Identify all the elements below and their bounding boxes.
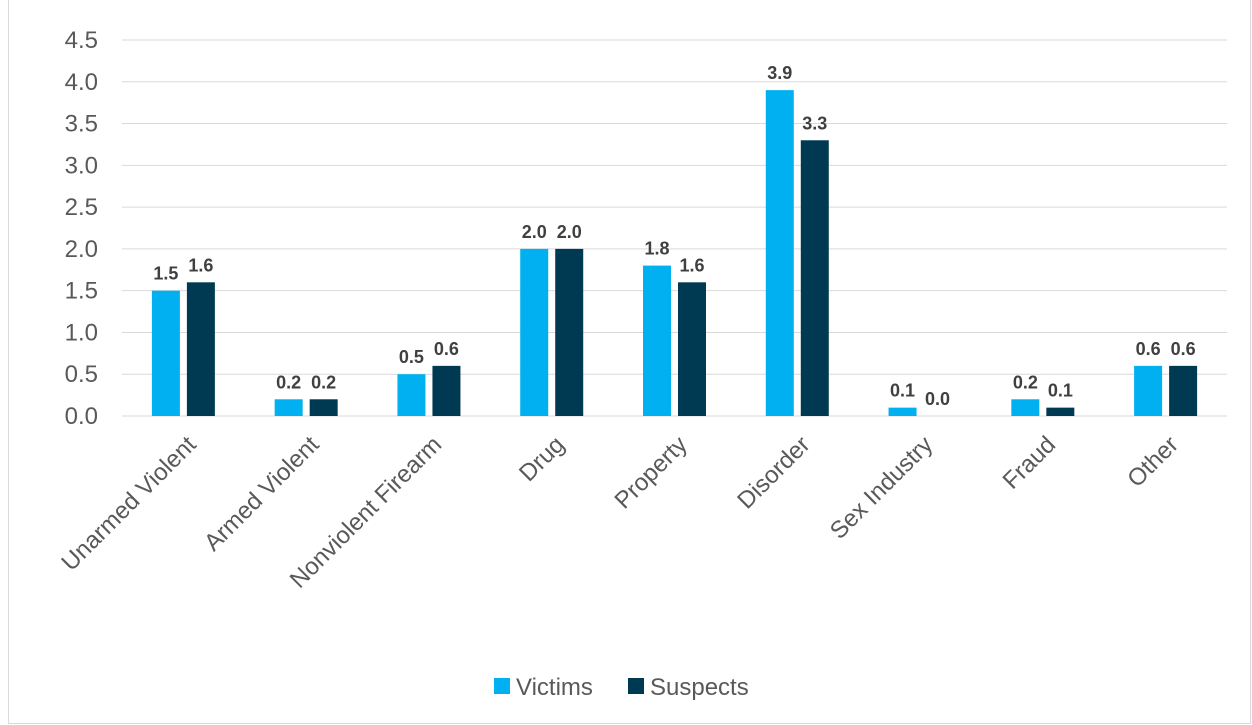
- bar-suspects-other: [1169, 365, 1198, 416]
- y-tick-label: 3.0: [65, 152, 98, 179]
- x-tick-label: Other: [1122, 431, 1184, 493]
- chart-frame: [8, 0, 1251, 724]
- x-tick-label: Armed Violent: [199, 431, 325, 557]
- bars: [151, 90, 1198, 416]
- y-tick-label: 4.5: [65, 27, 98, 54]
- data-label: 1.8: [644, 239, 669, 259]
- bar-victims-property: [643, 265, 671, 416]
- bar-suspects-fraud: [1046, 407, 1075, 416]
- bar-victims-other: [1134, 365, 1163, 416]
- data-label: 1.6: [188, 255, 213, 275]
- x-tick-label: Drug: [514, 431, 570, 487]
- data-label: 0.6: [1136, 339, 1161, 359]
- y-tick-label: 2.0: [65, 236, 98, 263]
- y-tick-label: 1.5: [65, 278, 98, 305]
- legend-label: Suspects: [650, 674, 749, 701]
- bar-victims-sex-industry: [888, 407, 917, 416]
- data-label: 3.9: [767, 63, 792, 83]
- x-tick-label: Property: [610, 431, 693, 514]
- bar-victims-nonviolent-firearm: [397, 374, 426, 416]
- y-tick-label: 4.0: [65, 69, 98, 96]
- data-label: 2.0: [522, 222, 547, 242]
- data-label: 0.2: [1013, 372, 1038, 392]
- bar-suspects-property: [678, 282, 706, 416]
- bar-suspects-unarmed-violent: [186, 282, 215, 416]
- bar-victims-unarmed-violent: [151, 290, 180, 416]
- data-label: 0.6: [1171, 339, 1196, 359]
- data-labels: 1.5 1.6 0.2 0.2 0.5 0.6 2.0 2.0 1.8 1.6 3.9 3.3 0.1 0…: [153, 63, 1195, 409]
- y-tick-label: 2.5: [65, 194, 98, 221]
- bar-victims-armed-violent: [274, 399, 303, 416]
- data-label: 2.0: [557, 222, 582, 242]
- legend: Victims Suspects: [494, 674, 749, 701]
- bar-victims-fraud: [1011, 399, 1040, 416]
- data-label: 0.5: [399, 347, 424, 367]
- data-label: 0.0: [925, 389, 950, 409]
- data-label: 0.2: [311, 372, 336, 392]
- bar-victims-disorder: [765, 90, 794, 416]
- y-tick-label: 0.0: [65, 403, 98, 430]
- gridlines: [122, 39, 1227, 417]
- data-label: 3.3: [802, 113, 827, 133]
- y-tick-label: 0.5: [65, 361, 98, 388]
- data-label: 0.2: [276, 372, 301, 392]
- y-tick-label: 3.5: [65, 111, 98, 138]
- data-label: 0.1: [890, 381, 915, 401]
- bar-victims-drug: [520, 248, 549, 416]
- legend-swatch: [494, 678, 510, 694]
- bar-suspects-armed-violent: [309, 399, 338, 416]
- data-label: 0.6: [434, 339, 459, 359]
- bar-suspects-disorder: [800, 140, 829, 416]
- legend-label: Victims: [516, 674, 593, 701]
- x-tick-label: Unarmed Violent: [56, 431, 201, 576]
- data-label: 1.5: [153, 264, 178, 284]
- legend-swatch: [628, 678, 644, 694]
- bar-suspects-drug: [555, 248, 584, 416]
- data-label: 1.6: [679, 255, 704, 275]
- x-tick-label: Disorder: [732, 431, 815, 514]
- data-label: 0.1: [1048, 381, 1073, 401]
- x-tick-label: Fraud: [998, 431, 1061, 494]
- bar-suspects-nonviolent-firearm: [432, 365, 461, 416]
- y-axis: 0.0 0.5 1.0 1.5 2.0 2.5 3.0 3.5 4.0 4.5: [65, 27, 98, 430]
- y-tick-label: 1.0: [65, 319, 98, 346]
- x-tick-label: Sex Industry: [825, 431, 938, 544]
